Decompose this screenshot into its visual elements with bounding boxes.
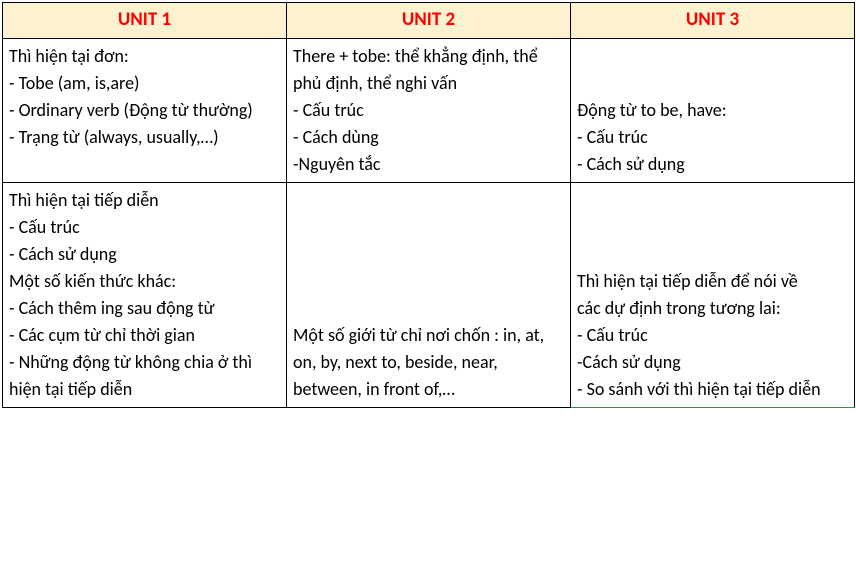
cell-line: - So sánh với thì hiện tại tiếp diễn xyxy=(577,376,848,403)
cell-line: Thì hiện tại đơn: xyxy=(9,43,280,70)
cell-line: - Cấu trúc xyxy=(9,214,280,241)
cell-r1-c1: Thì hiện tại đơn: - Tobe (am, is,are) - … xyxy=(3,38,287,182)
header-unit-2: UNIT 2 xyxy=(287,3,571,39)
cell-line: - Cấu trúc xyxy=(577,322,848,349)
cell-line: Động từ to be, have: xyxy=(577,97,848,124)
cell-line: -Nguyên tắc xyxy=(293,151,564,178)
cell-r2-c3: Thì hiện tại tiếp diễn để nói về các dự … xyxy=(571,182,855,407)
units-table: UNIT 1 UNIT 2 UNIT 3 Thì hiện tại đơn: -… xyxy=(2,2,855,408)
table-row: Thì hiện tại tiếp diễn - Cấu trúc - Cách… xyxy=(3,182,855,407)
cell-line: - Ordinary verb (Động từ thường) xyxy=(9,97,280,124)
cell-line: Một số kiến thức khác: xyxy=(9,268,280,295)
cell-r2-c1: Thì hiện tại tiếp diễn - Cấu trúc - Cách… xyxy=(3,182,287,407)
cell-line: - Cách thêm ing sau động từ xyxy=(9,295,280,322)
cell-line: - Các cụm từ chỉ thời gian xyxy=(9,322,280,349)
cell-line: - Cách dùng xyxy=(293,124,564,151)
cell-line: - Trạng từ (always, usually,…) xyxy=(9,124,280,151)
header-unit-3: UNIT 3 xyxy=(571,3,855,39)
cell-line: Một số giới từ chỉ nơi chốn : in, at, on… xyxy=(293,322,564,403)
cell-r2-c2: Một số giới từ chỉ nơi chốn : in, at, on… xyxy=(287,182,571,407)
cell-line: - Cách sử dụng xyxy=(9,241,280,268)
cell-line: - Cách sử dụng xyxy=(577,151,848,178)
cell-line: - Cấu trúc xyxy=(293,97,564,124)
cell-r1-c3: Động từ to be, have: - Cấu trúc - Cách s… xyxy=(571,38,855,182)
cell-line: các dự định trong tương lai: xyxy=(577,295,848,322)
cell-line: There + tobe: thể khẳng định, thể phủ đị… xyxy=(293,43,564,97)
cell-line: - Những động từ không chia ở thì hiện tạ… xyxy=(9,349,280,403)
header-unit-1: UNIT 1 xyxy=(3,3,287,39)
cell-r1-c2: There + tobe: thể khẳng định, thể phủ đị… xyxy=(287,38,571,182)
table-header-row: UNIT 1 UNIT 2 UNIT 3 xyxy=(3,3,855,39)
table-row: Thì hiện tại đơn: - Tobe (am, is,are) - … xyxy=(3,38,855,182)
cell-line: Thì hiện tại tiếp diễn để nói về xyxy=(577,268,848,295)
cell-line: Thì hiện tại tiếp diễn xyxy=(9,187,280,214)
cell-line: -Cách sử dụng xyxy=(577,349,848,376)
cell-line: - Tobe (am, is,are) xyxy=(9,70,280,97)
cell-line: - Cấu trúc xyxy=(577,124,848,151)
